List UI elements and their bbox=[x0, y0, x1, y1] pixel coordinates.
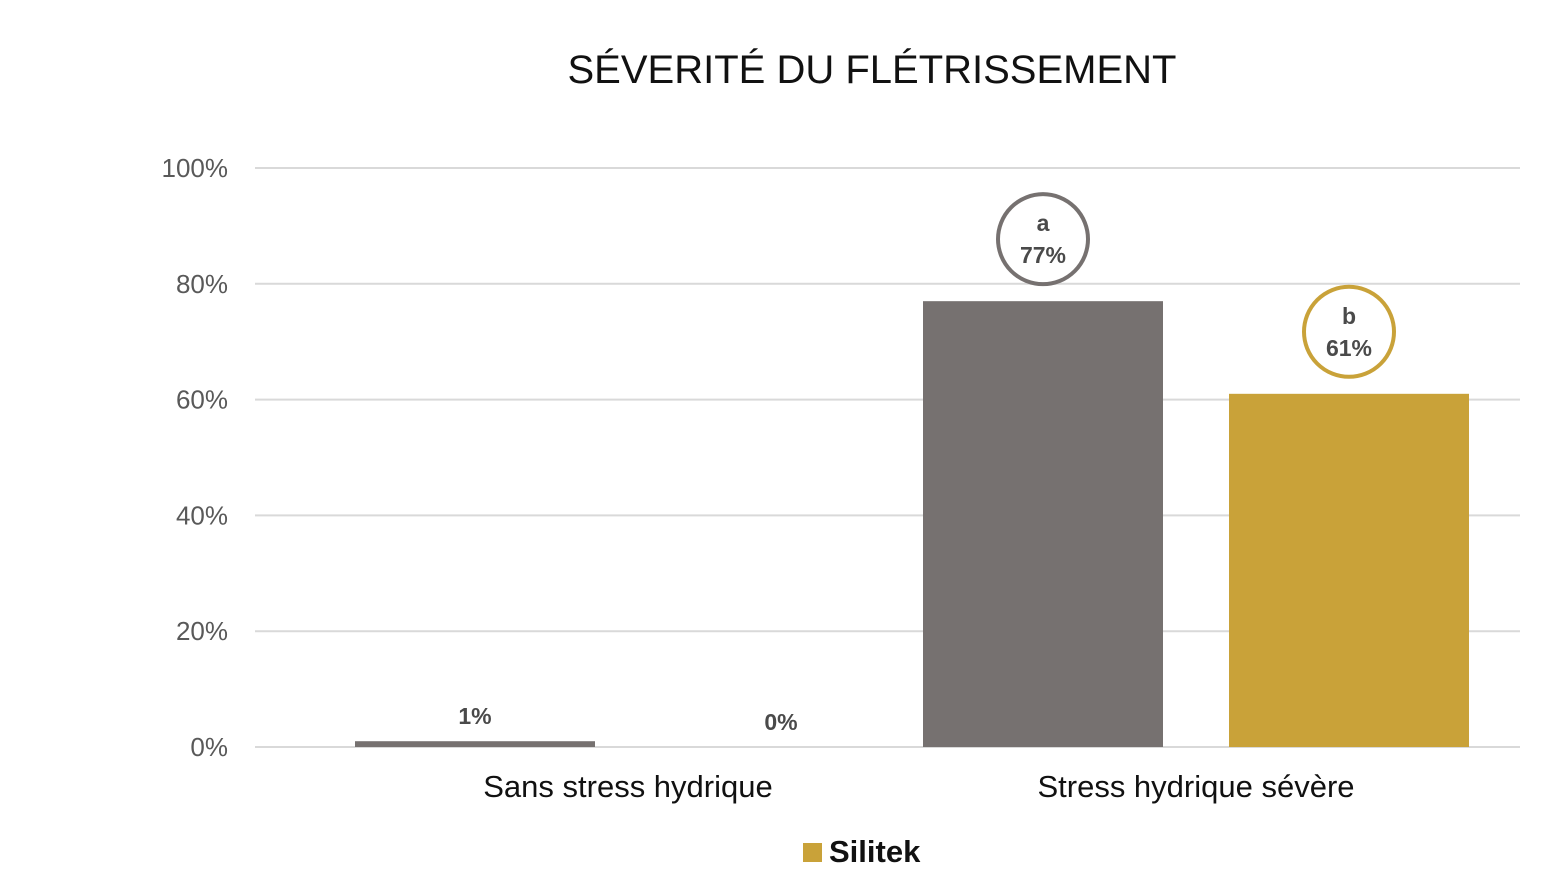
data-label: 61% bbox=[1326, 335, 1372, 361]
y-tick-label: 40% bbox=[176, 500, 228, 530]
bar bbox=[923, 301, 1163, 747]
x-axis-category-labels: Sans stress hydrique Stress hydrique sévè… bbox=[483, 769, 1354, 804]
y-tick-label: 60% bbox=[176, 385, 228, 415]
data-labels: 1% a 77% 0% b 61% bbox=[458, 192, 1396, 735]
bars bbox=[355, 301, 1469, 747]
legend-swatch bbox=[803, 843, 822, 862]
x-category-label: Stress hydrique sévère bbox=[1037, 769, 1354, 804]
significance-circle bbox=[996, 192, 1090, 287]
y-tick-label: 20% bbox=[176, 616, 228, 646]
data-label: 1% bbox=[458, 703, 491, 729]
bar bbox=[1229, 393, 1469, 747]
bar bbox=[355, 741, 595, 747]
y-tick-label: 0% bbox=[190, 732, 228, 762]
legend-label: Silitek bbox=[829, 834, 921, 869]
data-label: 77% bbox=[1020, 242, 1066, 268]
y-tick-label: 80% bbox=[176, 269, 228, 299]
significance-circle bbox=[1302, 284, 1396, 379]
x-category-label: Sans stress hydrique bbox=[483, 769, 772, 804]
data-label: 0% bbox=[764, 709, 797, 735]
legend: Silitek bbox=[803, 834, 921, 869]
significance-letter: a bbox=[1037, 210, 1050, 236]
y-tick-label: 100% bbox=[162, 153, 229, 183]
significance-letter: b bbox=[1342, 303, 1356, 329]
chart-title: SÉVERITÉ DU FLÉTRISSEMENT bbox=[568, 47, 1177, 92]
y-axis-tick-labels: 0% 20% 40% 60% 80% 100% bbox=[162, 153, 229, 762]
